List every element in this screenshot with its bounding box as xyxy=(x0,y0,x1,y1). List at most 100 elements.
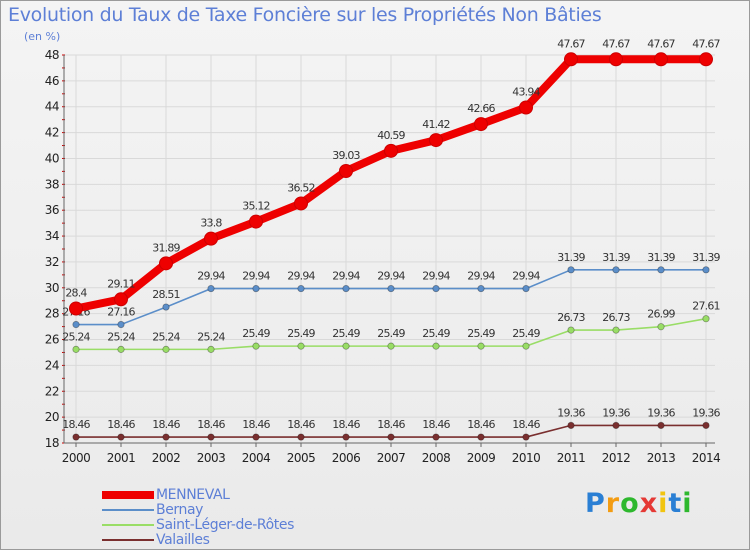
data-point xyxy=(204,231,218,246)
x-tick-label: 2009 xyxy=(467,451,496,465)
data-label: 18.46 xyxy=(287,418,315,431)
data-label: 29.94 xyxy=(377,270,405,283)
data-point xyxy=(252,342,260,350)
data-point xyxy=(702,421,710,430)
data-point xyxy=(612,326,620,334)
data-point xyxy=(477,342,485,350)
data-point xyxy=(477,284,485,293)
legend-swatch xyxy=(102,491,154,499)
data-point xyxy=(522,342,530,350)
data-point xyxy=(72,433,80,441)
y-tick-label: 38 xyxy=(45,177,59,191)
data-point xyxy=(72,345,80,353)
data-point xyxy=(609,52,623,67)
legend-swatch xyxy=(102,539,154,541)
data-label: 43.94 xyxy=(512,86,540,99)
x-tick-label: 2004 xyxy=(242,451,271,465)
legend-label: MENNEVAL xyxy=(156,487,230,503)
data-point xyxy=(69,301,83,316)
data-label: 18.46 xyxy=(422,418,450,431)
data-label: 18.46 xyxy=(62,418,90,431)
data-point xyxy=(519,100,533,115)
data-point xyxy=(387,284,395,293)
x-tick-label: 2007 xyxy=(377,451,406,465)
data-label: 35.12 xyxy=(242,200,270,213)
data-label: 18.46 xyxy=(197,418,225,431)
data-point xyxy=(117,433,125,441)
data-point xyxy=(567,266,575,274)
legend-swatch xyxy=(102,509,154,511)
data-label: 42.66 xyxy=(467,102,495,115)
data-point xyxy=(612,421,620,430)
data-point xyxy=(252,433,260,441)
data-label: 29.94 xyxy=(422,270,450,283)
data-point xyxy=(654,52,668,67)
data-label: 29.94 xyxy=(197,270,225,283)
legend-label: Saint-Léger-de-Rôtes xyxy=(156,517,294,533)
data-label: 47.67 xyxy=(557,37,585,50)
data-point xyxy=(114,292,128,307)
data-point xyxy=(384,143,398,158)
x-tick-label: 2000 xyxy=(62,451,91,465)
data-label: 40.59 xyxy=(377,129,405,142)
data-point xyxy=(207,433,215,441)
data-point xyxy=(252,284,260,293)
x-tick-label: 2003 xyxy=(197,451,226,465)
x-tick-label: 2012 xyxy=(602,451,631,465)
x-tick-label: 2014 xyxy=(692,451,721,465)
data-label: 18.46 xyxy=(512,418,540,431)
data-point xyxy=(429,133,443,148)
y-tick-label: 42 xyxy=(45,126,59,140)
unit-label: (en %) xyxy=(24,30,61,43)
x-tick-label: 2011 xyxy=(557,451,586,465)
x-tick-label: 2008 xyxy=(422,451,451,465)
data-point xyxy=(162,345,170,353)
data-point xyxy=(387,342,395,350)
logo-letter: P xyxy=(585,488,606,519)
data-label: 25.49 xyxy=(242,327,270,340)
data-label: 31.39 xyxy=(692,251,720,264)
data-label: 19.36 xyxy=(602,406,630,419)
logo-letter: i xyxy=(682,488,693,519)
data-label: 28.4 xyxy=(65,286,87,299)
data-label: 31.39 xyxy=(647,251,675,264)
data-point xyxy=(567,326,575,334)
data-label: 29.94 xyxy=(512,270,540,283)
y-tick-label: 20 xyxy=(45,410,59,424)
logo-letter: x xyxy=(639,488,659,519)
y-tick-label: 26 xyxy=(45,333,59,347)
data-label: 18.46 xyxy=(242,418,270,431)
data-label: 29.94 xyxy=(287,270,315,283)
y-tick-label: 22 xyxy=(45,384,59,398)
chart-title: Evolution du Taux de Taxe Foncière sur l… xyxy=(8,4,602,26)
data-point xyxy=(657,421,665,430)
data-label: 25.49 xyxy=(467,327,495,340)
data-point xyxy=(567,421,575,430)
data-label: 25.24 xyxy=(152,330,180,343)
data-point xyxy=(207,284,215,293)
logo-letter: t xyxy=(668,488,683,519)
data-label: 29.11 xyxy=(107,277,135,290)
y-tick-label: 48 xyxy=(45,48,59,62)
data-label: 25.49 xyxy=(377,327,405,340)
y-tick-label: 30 xyxy=(45,281,59,295)
x-tick-label: 2002 xyxy=(152,451,181,465)
x-tick-label: 2005 xyxy=(287,451,316,465)
data-point xyxy=(297,284,305,293)
data-label: 26.73 xyxy=(602,311,630,324)
data-label: 25.24 xyxy=(197,330,225,343)
data-label: 31.39 xyxy=(602,251,630,264)
logo-letter: r xyxy=(605,488,621,519)
data-label: 39.03 xyxy=(332,149,360,162)
logo-letter: i xyxy=(658,488,669,519)
x-tick-label: 2001 xyxy=(107,451,136,465)
proxiti-logo: Proxiti xyxy=(585,488,693,519)
data-point xyxy=(564,52,578,67)
data-label: 25.24 xyxy=(107,330,135,343)
data-label: 25.49 xyxy=(422,327,450,340)
data-point xyxy=(297,433,305,441)
data-label: 31.89 xyxy=(152,241,180,254)
data-label: 29.94 xyxy=(467,270,495,283)
